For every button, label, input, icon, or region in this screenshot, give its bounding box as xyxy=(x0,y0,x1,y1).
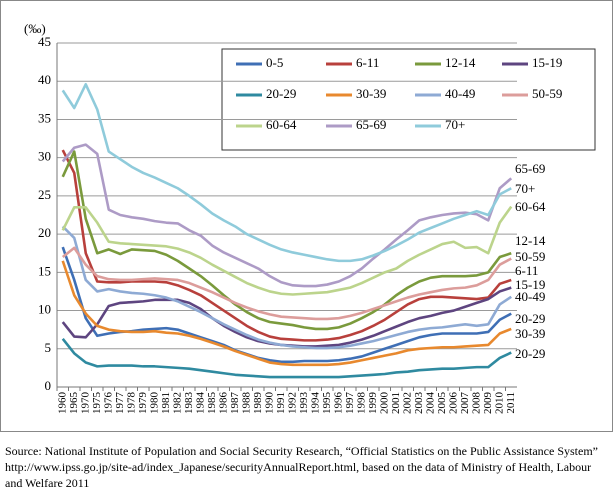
x-tick-label: 1983 xyxy=(183,392,195,415)
x-tick-label: 2002 xyxy=(401,392,413,414)
y-tick-label: 0 xyxy=(45,378,52,393)
y-tick-label: 40 xyxy=(38,72,51,87)
x-tick-label: 2008 xyxy=(470,392,482,415)
y-tick-label: 5 xyxy=(45,340,52,355)
series-end-label: 60-64 xyxy=(515,199,546,214)
x-tick-label: 1997 xyxy=(344,392,356,415)
legend-label: 0-5 xyxy=(266,55,283,70)
series-line xyxy=(61,150,512,331)
x-tick-label: 2004 xyxy=(424,392,436,415)
legend-box xyxy=(221,48,596,151)
x-tick-label: 1978 xyxy=(125,392,137,415)
x-tick-label: 1982 xyxy=(171,392,183,414)
x-tick-label: 1990 xyxy=(263,392,275,415)
legend-label: 20-29 xyxy=(266,86,296,101)
legend-label: 6-11 xyxy=(356,55,379,70)
series-end-label: 6-11 xyxy=(515,263,538,278)
legend-label: 70+ xyxy=(445,117,465,132)
x-tick-label: 2007 xyxy=(459,392,471,415)
series-end-label: 65-69 xyxy=(515,161,545,176)
x-tick-label: 1988 xyxy=(240,392,252,415)
series-line xyxy=(61,149,512,342)
x-tick-label: 1989 xyxy=(252,392,264,415)
series-end-label: 15-19 xyxy=(515,277,545,292)
x-tick-label: 2005 xyxy=(436,392,448,415)
legend-label: 12-14 xyxy=(445,55,476,70)
x-tick-label: 1981 xyxy=(160,392,172,414)
x-tick-label: 2010 xyxy=(493,392,505,415)
x-tick-label: 1995 xyxy=(321,392,333,415)
x-tick-label: 1979 xyxy=(137,392,149,415)
legend-label: 60-64 xyxy=(266,117,297,132)
x-tick-label: 1987 xyxy=(229,392,241,415)
legend-label: 50-59 xyxy=(532,86,562,101)
x-tick-label: 1965 xyxy=(68,392,80,415)
x-tick-label: 2001 xyxy=(390,392,402,414)
x-tick-label: 1976 xyxy=(102,392,114,415)
legend-label: 65-69 xyxy=(356,117,386,132)
x-tick-label: 2006 xyxy=(447,392,459,415)
y-tick-label: 45 xyxy=(38,34,51,49)
series-end-label: 20-29 xyxy=(515,311,545,326)
series-end-label: 50-59 xyxy=(515,249,545,264)
y-tick-label: 15 xyxy=(38,263,51,278)
y-axis-label: (‰) xyxy=(24,21,46,36)
y-tick-label: 35 xyxy=(38,110,51,125)
series-end-label: 30-39 xyxy=(515,326,545,341)
x-tick-label: 2000 xyxy=(378,392,390,415)
series-end-label: 20-29 xyxy=(515,346,545,361)
x-tick-label: 1998 xyxy=(355,392,367,415)
series-line xyxy=(61,260,512,367)
x-tick-label: 1980 xyxy=(148,392,160,415)
x-tick-label: 2011 xyxy=(505,392,517,414)
x-tick-label: 1984 xyxy=(194,392,206,415)
x-tick-label: 1999 xyxy=(367,392,379,415)
series-line xyxy=(61,225,512,350)
x-tick-label: 1996 xyxy=(332,392,344,415)
x-tick-label: 1986 xyxy=(217,392,229,415)
x-tick-label: 1993 xyxy=(298,392,310,415)
series-line xyxy=(61,338,512,379)
y-tick-label: 10 xyxy=(38,302,51,317)
series-line xyxy=(61,143,513,288)
legend-label: 15-19 xyxy=(532,55,562,70)
x-tick-label: 1994 xyxy=(309,392,321,415)
y-tick-label: 25 xyxy=(38,187,51,202)
series-end-label: 70+ xyxy=(515,181,535,196)
y-tick-label: 30 xyxy=(38,149,51,164)
x-tick-label: 1975 xyxy=(91,392,103,415)
x-tick-label: 1991 xyxy=(275,392,287,414)
x-tick-label: 1985 xyxy=(206,392,218,415)
series-line xyxy=(61,82,512,263)
x-tick-label: 1960 xyxy=(56,392,68,415)
series-end-label: 40-49 xyxy=(515,289,545,304)
series-line xyxy=(61,205,513,296)
series-end-label: 12-14 xyxy=(515,233,546,248)
legend-label: 40-49 xyxy=(445,86,475,101)
x-tick-label: 1977 xyxy=(114,392,126,415)
x-tick-label: 2003 xyxy=(413,392,425,415)
source-note: Source: National Institute of Population… xyxy=(5,444,598,490)
x-tick-label: 1992 xyxy=(286,392,298,414)
legend-label: 30-39 xyxy=(356,86,386,101)
x-tick-label: 2009 xyxy=(482,392,494,415)
series-line xyxy=(61,246,512,321)
y-tick-label: 20 xyxy=(38,225,51,240)
chart-border xyxy=(0,0,613,432)
series-line xyxy=(61,246,512,364)
x-tick-label: 1970 xyxy=(79,392,91,415)
